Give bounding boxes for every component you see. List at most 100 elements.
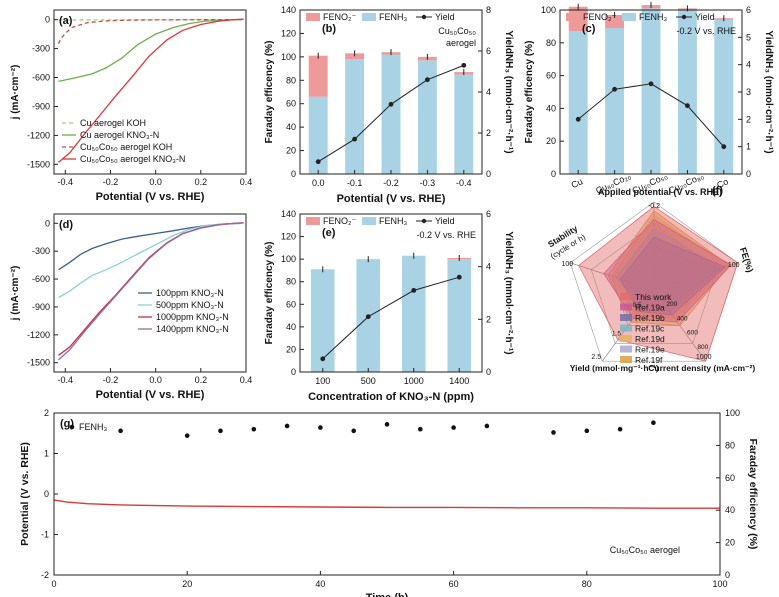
category-label: 1400 [449,376,469,386]
y2-tick-label: 0 [486,169,491,179]
radar-grid [590,223,718,344]
legend-entry: Yield [435,12,455,22]
fe-point [418,426,423,432]
legend-swatch [421,218,427,224]
radar-series [603,219,732,323]
legend-swatch [566,13,580,21]
x-axis-label: Concentration of KNO₃-N (ppm) [308,391,474,403]
y2-tick-label: 0 [486,367,491,377]
x-tick-label: 0.0 [149,177,162,187]
radar-series [624,245,718,309]
radar-axis-max: 100 [561,261,573,268]
y2-tick-label: 4 [486,87,491,97]
legend-entry: FENH₃ [79,422,107,432]
fe-point [118,428,123,434]
y2-tick-label: 2 [486,128,491,138]
legend-swatch [69,424,75,430]
category-label: -0.1 [347,178,363,188]
x-tick-label: 0.2 [195,375,208,385]
bar-fenh3 [401,255,426,372]
series-line [58,18,242,83]
bar-fenh3 [310,269,335,372]
y-tick-label: 0 [551,169,556,179]
panel-letter: (d) [59,219,73,231]
y2-tick-label: 2 [746,114,751,124]
legend-entry: Cu aerogel KNO₃-N [80,130,159,140]
y-tick-label: -600 [32,73,50,83]
fe-point [351,428,357,434]
bar-feno2 [308,55,328,97]
radar-axis-title: Yield (mmol·mg⁻¹·h⁻¹) [570,363,659,373]
y-tick-label: 140 [281,209,296,219]
y-tick-label: 40 [546,103,556,113]
y-tick-label: -1 [41,530,49,540]
legend-entry: FENO₂⁻ [323,12,356,22]
fe-point [251,426,257,432]
legend-entry: Cu aerogel KOH [80,118,146,128]
y-tick-label: 1 [44,449,49,459]
radar-axis-title: Current density (mA·cm⁻²) [648,363,755,373]
y2-tick-label: 6 [486,209,491,219]
yield-point [612,86,617,92]
yield-point [648,81,654,87]
y-tick-label: -1500 [27,159,50,169]
fe-point [651,420,656,426]
legend-entry: Ref.19b [635,313,665,323]
y2-tick-label: 0 [725,570,730,580]
y-tick-label: 2 [44,408,49,418]
panel-d: -0.4 -0.2 0.0 0.2 0.4 0 -300 -600 -900 -1200 -1500… [10,218,252,401]
legend-swatch [421,14,427,20]
y-tick-label: -300 [32,44,50,54]
radar-axis-max: 100 [728,262,740,269]
radar-axis-max: 2.5 [591,354,601,361]
radar-grid [569,201,739,362]
radar-series [615,227,722,312]
fe-point [218,428,223,434]
bar-fenh3 [417,60,437,174]
bar-fenh3 [308,96,328,174]
y2-tick-label: 60 [725,473,735,483]
x-tick-label: 100 [712,579,727,589]
y-tick-label: 100 [281,254,296,264]
x-axis-label: Potential (V vs. RHE) [96,191,205,203]
y-tick-label: 0 [291,367,296,377]
x-tick-label: 0.4 [240,375,253,385]
legend-entry: Cu₅₀Co₅₀ aerogel KNO₃-N [80,154,185,164]
y2-tick-label: 3 [746,87,751,97]
y-tick-label: -900 [32,302,50,312]
legend-swatch [681,14,687,20]
radar-axis-max: 1000 [696,354,712,361]
yield-point [411,287,417,293]
fe-point [384,422,390,427]
y-axis-label: Faraday efficency (%) [264,41,275,144]
y-tick-label: 0 [291,169,296,179]
yield-point [425,77,430,83]
yield-point [320,356,326,362]
y-axis-label: j (mA·cm⁻²) [10,266,21,322]
legend-entry: Ref.19a [635,303,665,313]
y-tick-label: 40 [286,122,296,132]
bar-fenh3 [447,259,472,372]
plot-frame [53,213,247,373]
fe-point [284,423,290,429]
fe-point [184,433,190,438]
radar-tick: 600 [687,330,698,337]
y2-tick-label: 0 [746,169,751,179]
y-tick-label: -1200 [27,330,50,340]
legend-entry: 100ppm KNO₃-N [156,288,224,298]
bar-fenh3 [641,8,661,174]
fe-point [484,423,490,429]
yield-point [575,116,581,122]
legend-swatch [306,13,320,21]
y2-tick-label: 40 [725,505,735,515]
yield-point [685,103,690,109]
x-tick-label: -0.2 [103,375,119,385]
legend-entry: FENH₃ [379,12,407,22]
yield-point [388,101,394,107]
legend-swatch [620,335,632,342]
annotation: Cu₅₀Co₅₀ [438,26,476,36]
y-tick-label: -900 [32,101,50,111]
legend-swatch [620,293,632,300]
y-tick-label: -2 [41,570,49,580]
